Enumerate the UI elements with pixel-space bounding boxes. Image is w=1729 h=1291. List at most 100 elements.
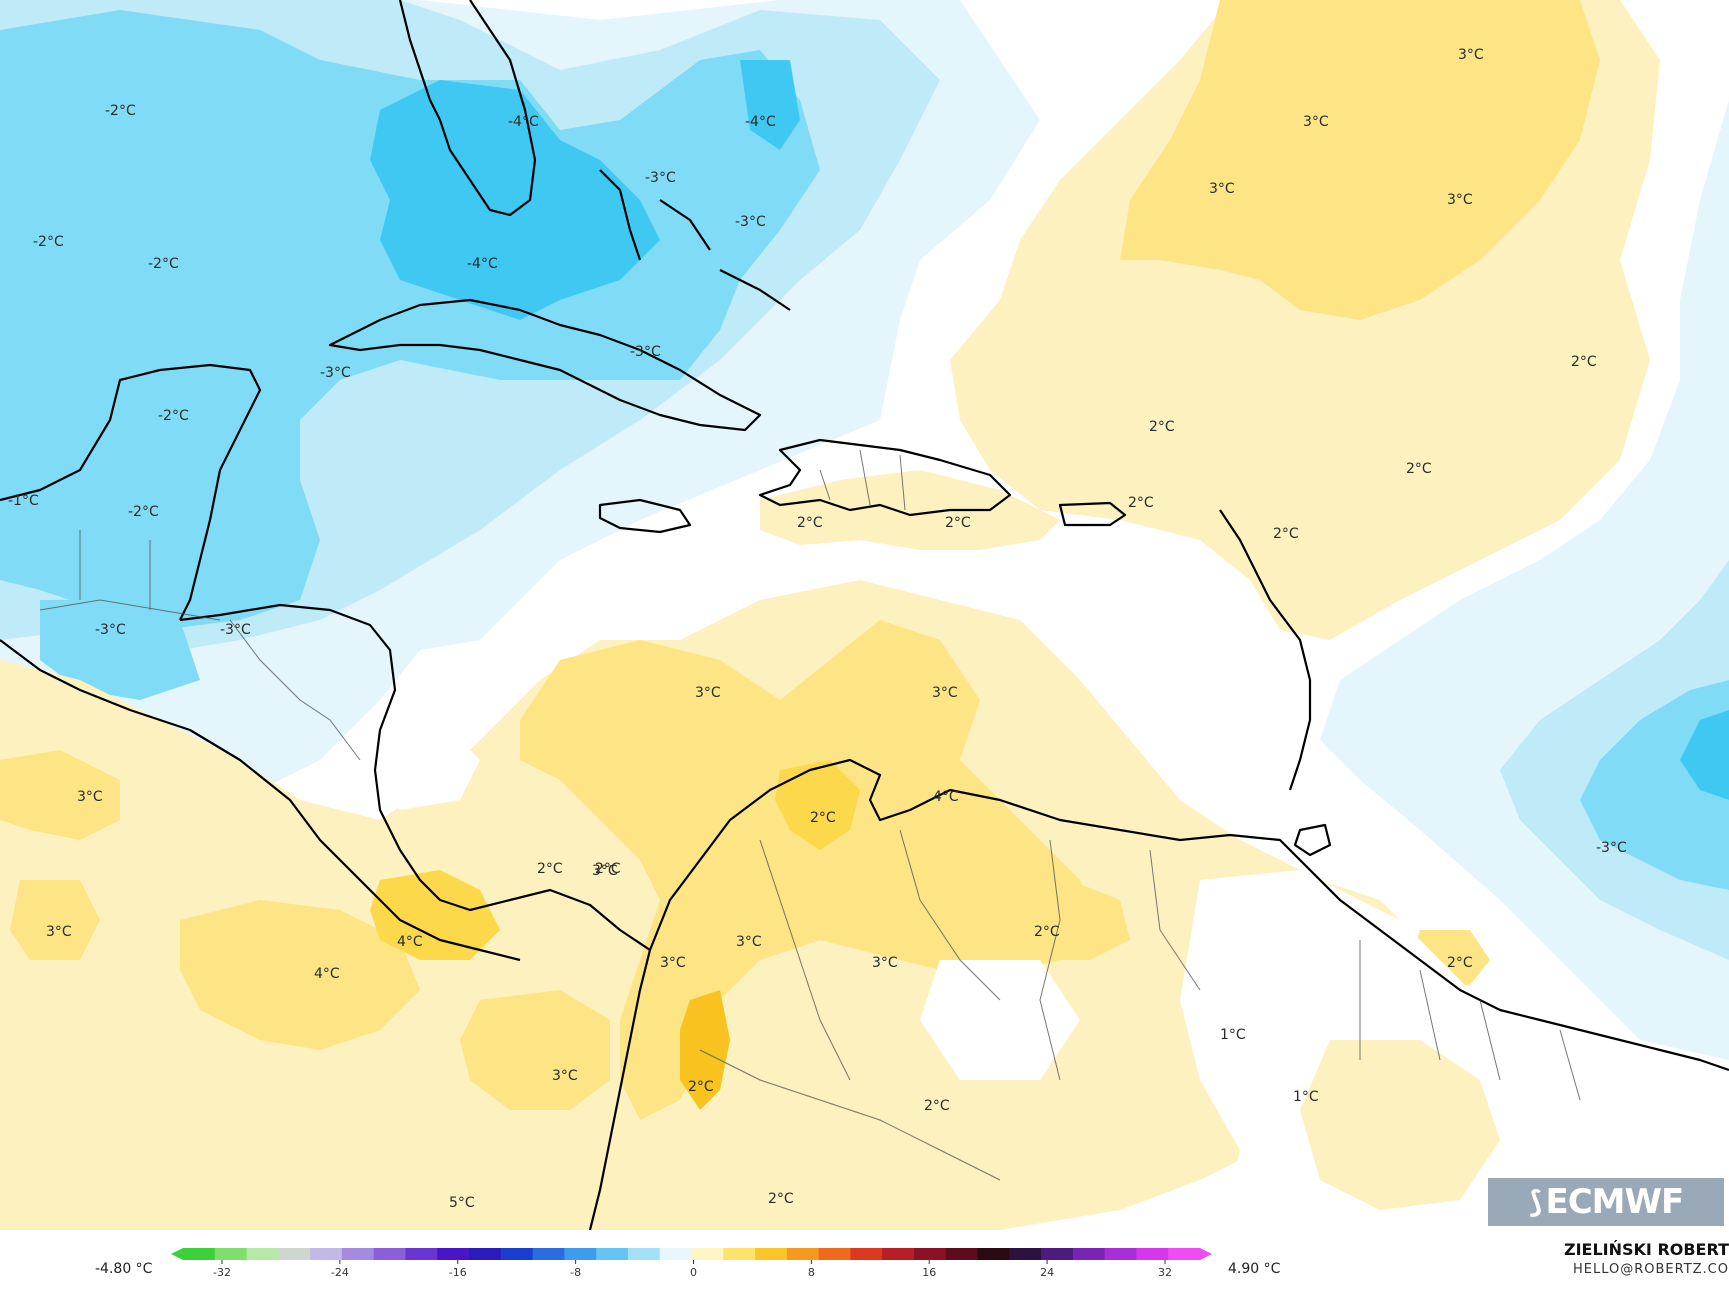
author-name: ZIELIŃSKI ROBERT (1563, 1240, 1729, 1259)
coastlines (0, 0, 1729, 1230)
cold-zone-4 (370, 80, 660, 320)
temp-label: 2°C (688, 1079, 714, 1095)
temp-label: 2°C (924, 1098, 950, 1114)
central-america-coast-east (179, 603, 651, 951)
temp-label: 2°C (595, 861, 621, 877)
legend-swatch (405, 1248, 438, 1260)
legend-min-value: -4.80 °C (95, 1261, 153, 1277)
legend-colorbar: -32 -24 -16 -8 0 8 16 24 32 (171, 1248, 1212, 1279)
temp-label: -3°C (220, 622, 251, 638)
author-credit: ZIELIŃSKI ROBERT HELLO@ROBERTZ.CO (1564, 1240, 1729, 1277)
legend-swatch (913, 1248, 947, 1260)
legend-max-value: 4.90 °C (1228, 1261, 1281, 1277)
temp-label: 4°C (933, 789, 959, 805)
temp-label: 5°C (449, 1195, 475, 1211)
legend-swatch (977, 1248, 1010, 1260)
legend-swatch (341, 1248, 375, 1260)
temp-label: 2°C (1571, 354, 1597, 370)
legend-tick-label: 24 (1040, 1266, 1054, 1279)
neutral-patch-4 (920, 960, 1080, 1080)
temp-label: 2°C (810, 810, 836, 826)
cold-zone-6 (140, 470, 300, 620)
legend-ticks: -32 -24 -16 -8 0 8 16 24 32 (213, 1260, 1172, 1279)
temp-label: 2°C (537, 861, 563, 877)
legend-swatch (1136, 1248, 1169, 1260)
map-canvas: -2°C -4°C -4°C -3°C -3°C -2°C -2°C -4°C … (0, 0, 1729, 1230)
neutral-patches (370, 720, 1729, 1230)
lesser-antilles (1219, 509, 1312, 791)
bahamas (599, 169, 791, 311)
legend-tick-label: 32 (1158, 1266, 1172, 1279)
border-3 (1359, 940, 1581, 1101)
temp-label: 2°C (1447, 955, 1473, 971)
temp-label: 3°C (1458, 47, 1484, 63)
temp-label: 1°C (1293, 1089, 1319, 1105)
colombia-pacific-coast (588, 949, 652, 1230)
warm-south-2 (520, 620, 1100, 1120)
legend-swatch (214, 1248, 248, 1260)
legend-swatch (246, 1248, 279, 1260)
temperature-labels: -2°C -4°C -4°C -3°C -3°C -2°C -2°C -4°C … (8, 47, 1627, 1211)
legend-arrow-right (1200, 1248, 1212, 1260)
legend-swatch (500, 1248, 534, 1260)
temp-label: -4°C (508, 114, 539, 130)
temp-label: -4°C (467, 256, 498, 272)
temp-label: -2°C (33, 234, 64, 250)
warm-south-9 (680, 990, 730, 1110)
temp-label: 3°C (660, 955, 686, 971)
border-2 (759, 829, 1201, 1081)
border-5 (699, 1049, 1001, 1181)
legend-swatch (882, 1248, 915, 1260)
legend-swatch (723, 1248, 756, 1260)
warm-south-8 (775, 760, 860, 850)
legend-arrow-left (171, 1248, 183, 1260)
warm-south-4 (460, 990, 610, 1110)
neutral-patch-2 (1300, 1040, 1500, 1210)
legend-swatch (310, 1248, 343, 1260)
central-america-coast-west (0, 639, 521, 962)
borders (39, 449, 1581, 1181)
temp-label: 2°C (1273, 526, 1299, 542)
temp-label: -3°C (645, 170, 676, 186)
temp-label: -4°C (745, 114, 776, 130)
temp-label: 3°C (695, 685, 721, 701)
temp-label: 3°C (1209, 181, 1235, 197)
legend-swatch (564, 1248, 597, 1260)
legend-swatch (1009, 1248, 1042, 1260)
legend-swatch (818, 1248, 851, 1260)
temp-label: 3°C (46, 924, 72, 940)
warm-anomaly-south (0, 580, 1490, 1230)
temp-label: -2°C (128, 504, 159, 520)
jamaica-coast (598, 498, 692, 534)
temp-label: 2°C (1128, 495, 1154, 511)
temp-label: 2°C (797, 515, 823, 531)
temp-label: 3°C (1447, 192, 1473, 208)
cold-zone-7 (40, 600, 200, 700)
legend-bar (171, 1248, 1212, 1260)
temp-label: 2°C (1149, 419, 1175, 435)
temp-label: -3°C (320, 365, 351, 381)
florida-coast (398, 0, 537, 217)
temp-label: -3°C (735, 214, 766, 230)
cold-anomaly-field (0, 0, 1040, 790)
temp-label: 3°C (932, 685, 958, 701)
legend-swatch (183, 1248, 216, 1260)
temp-label: 3°C (736, 934, 762, 950)
legend-swatch (945, 1248, 979, 1260)
legend-swatch (1168, 1248, 1201, 1260)
anomaly-map: -2°C -4°C -4°C -3°C -3°C -2°C -2°C -4°C … (0, 0, 1729, 1230)
ecmwf-logo-text: ECMWF (1545, 1182, 1684, 1222)
legend-tick-label: -8 (570, 1266, 581, 1279)
legend-swatch (627, 1248, 661, 1260)
temp-label: -2°C (148, 256, 179, 272)
legend-swatch (1104, 1248, 1137, 1260)
warm-south-5 (0, 750, 120, 840)
border-1 (39, 530, 361, 761)
legend-tick-label: 16 (922, 1266, 936, 1279)
legend-tick-label: -16 (449, 1266, 467, 1279)
legend-tick-label: -24 (331, 1266, 349, 1279)
legend-swatch (755, 1248, 788, 1260)
yucatan-coast (0, 363, 262, 621)
east-cold-4 (1680, 710, 1729, 800)
legend-swatch (659, 1248, 692, 1260)
